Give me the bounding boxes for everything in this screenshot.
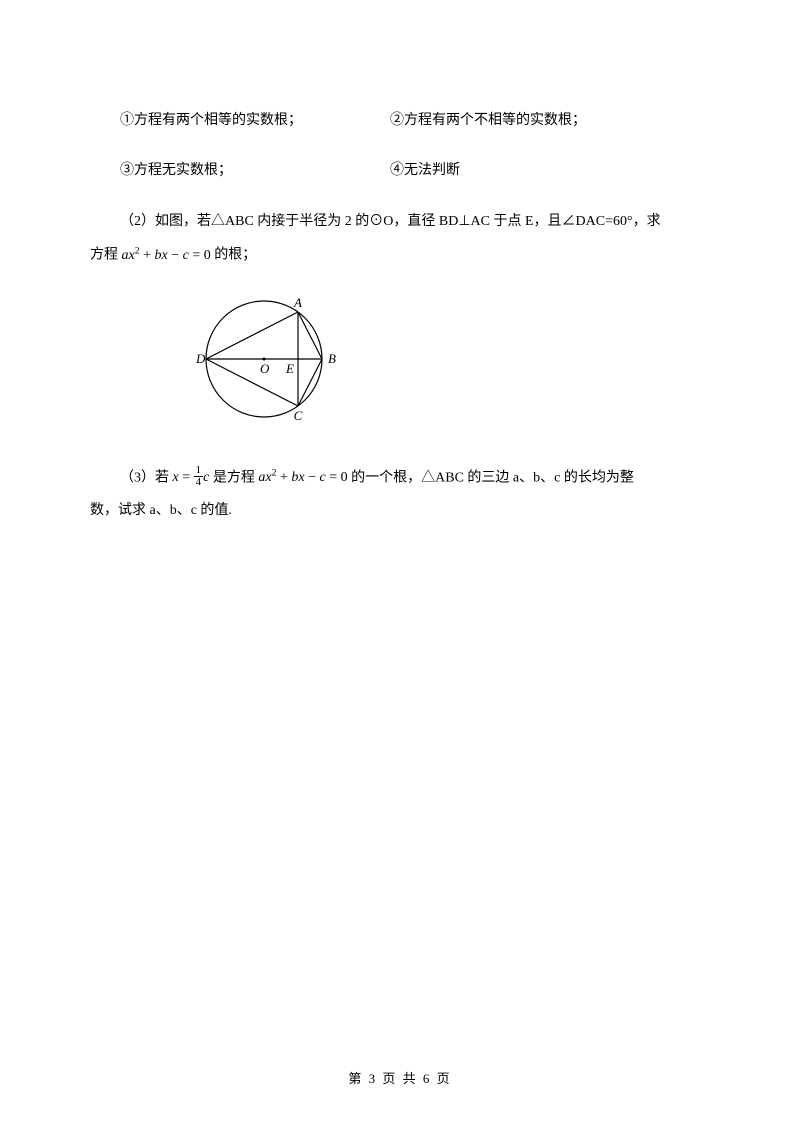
option-2: ②方程有两个不相等的实数根； (390, 110, 710, 132)
line-dc (206, 359, 298, 406)
equation-2: ax2 + bx − c = 0 (258, 470, 347, 485)
label-o: O (260, 361, 270, 376)
part2-line2: 方程 ax2 + bx − c = 0 的根； (90, 243, 710, 267)
part2-text-b: 方程 (90, 248, 122, 263)
option-3: ③方程无实数根； (90, 160, 390, 182)
equation-xc: x = 14c (173, 470, 210, 485)
label-a: A (293, 295, 302, 310)
part2-text-c: 的根； (211, 248, 257, 263)
part3-line1: （3）若 x = 14c 是方程 ax2 + bx − c = 0 的一个根，△… (90, 466, 710, 490)
part3-prefix: （3）若 (120, 470, 173, 485)
line-ab (298, 312, 322, 359)
part2-line1: （2）如图，若△ABC 内接于半径为 2 的⊙O，直径 BD⊥AC 于点 E，且… (90, 211, 710, 233)
page-footer: 第 3 页 共 6 页 (0, 1068, 800, 1087)
option-4: ④无法判断 (390, 160, 710, 182)
label-d: D (195, 351, 206, 366)
circle-diagram: A B C D O E (190, 287, 710, 445)
label-c: C (294, 408, 303, 423)
label-e: E (285, 361, 294, 376)
part3-mid: 是方程 (209, 470, 258, 485)
label-b: B (328, 351, 336, 366)
line-da (206, 312, 298, 359)
option-1: ①方程有两个相等的实数根； (90, 110, 390, 132)
frac-den: 4 (194, 477, 204, 488)
frac-num: 1 (194, 465, 204, 477)
part3-line2: 数，试求 a、b、c 的值. (90, 500, 710, 522)
line-bc (298, 359, 322, 406)
part3-after: 的一个根，△ABC 的三边 a、b、c 的长均为整 (348, 470, 634, 485)
equation-1: ax2 + bx − c = 0 (122, 248, 211, 263)
